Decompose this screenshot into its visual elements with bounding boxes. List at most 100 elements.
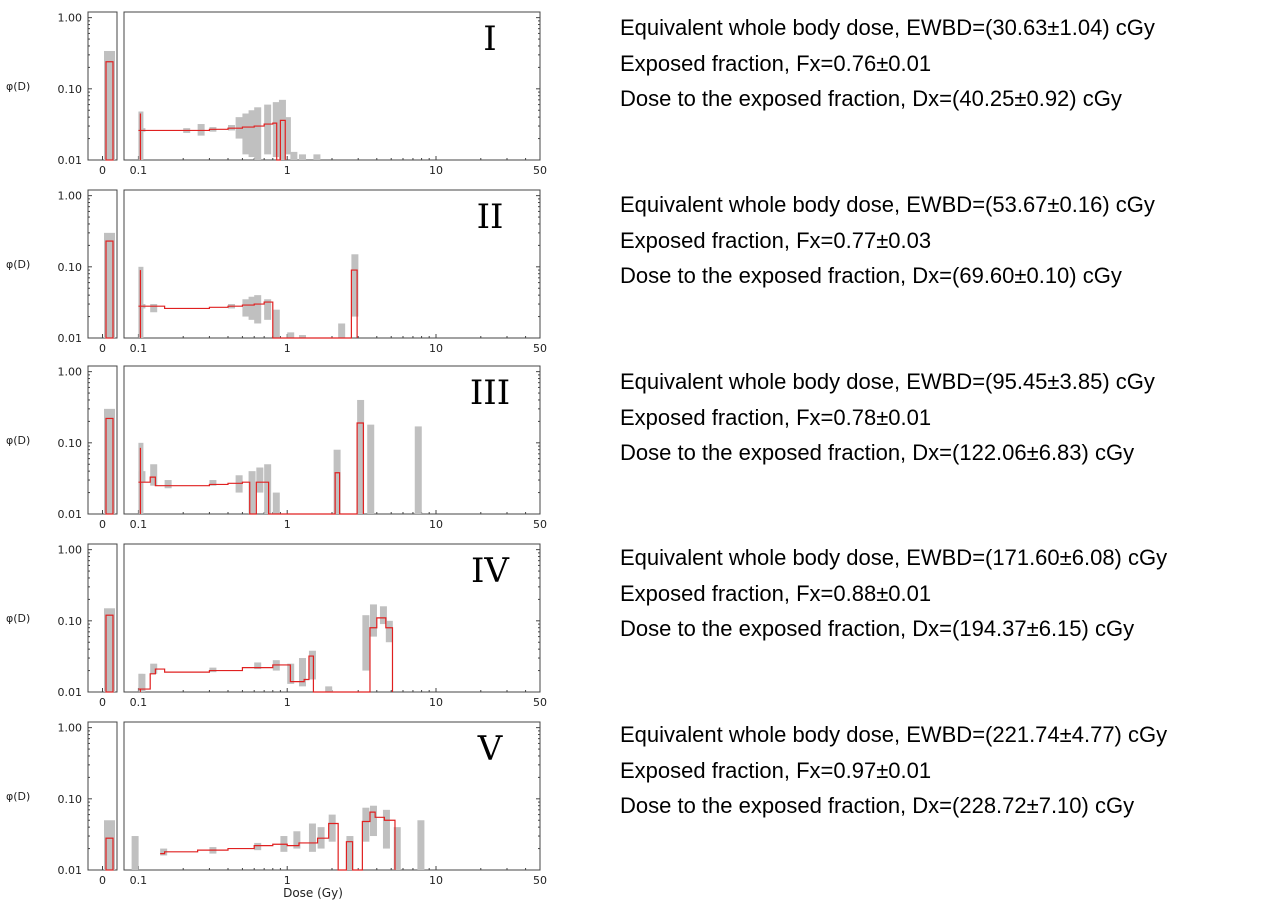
- x-axis-label: Dose (Gy): [283, 886, 343, 900]
- dose-distribution-line: [138, 617, 394, 693]
- dose-distribution-line: [138, 422, 364, 515]
- exposed-dose-text: Dose to the exposed fraction, Dx=(69.60±…: [620, 263, 1122, 288]
- exposed-fraction-text: Exposed fraction, Fx=0.88±0.01: [620, 580, 932, 606]
- uncertainty-band: [264, 104, 272, 155]
- dose-stats-2: Equivalent whole body dose, EWBD=(53.67±…: [620, 187, 1270, 294]
- panel-label: IV: [471, 551, 510, 591]
- y-axis-label: φ(D): [6, 80, 30, 93]
- y-tick-label: 1.00: [58, 544, 83, 557]
- uncertainty-band: [242, 113, 250, 155]
- chart-svg: 1.00 0.10 0.01 0 0.1 1 10 50 φ(D) II: [6, 189, 547, 355]
- uncertainty-band: [150, 464, 158, 486]
- x-tick-label: 1: [284, 342, 291, 355]
- zero-bin-bar: [105, 614, 114, 693]
- zero-bin-band: [104, 608, 115, 692]
- y-tick-label: 0.01: [58, 508, 83, 521]
- x-tick-label: 1: [284, 696, 291, 709]
- y-tick-label: 1.00: [58, 190, 83, 203]
- uncertainty-band: [290, 151, 298, 160]
- uncertainty-band: [298, 335, 306, 338]
- uncertainty-band: [235, 475, 243, 493]
- uncertainty-band: [308, 650, 316, 680]
- x-tick-label: 0.1: [130, 518, 148, 531]
- exposed-dose-text: Dose to the exposed fraction, Dx=(194.37…: [620, 616, 1135, 641]
- uncertainty-band: [298, 154, 306, 160]
- panel-label: III: [470, 373, 510, 413]
- uncertainty-band: [346, 836, 354, 870]
- x-tick-label: 1: [284, 874, 291, 887]
- zero-bin-bar: [105, 61, 114, 161]
- exposed-fraction-text: Exposed fraction, Fx=0.76±0.01: [620, 50, 932, 76]
- uncertainty-band: [379, 606, 387, 625]
- uncertainty-band: [357, 399, 365, 514]
- uncertainty-band: [256, 467, 264, 493]
- x-tick-label: 0: [99, 342, 106, 355]
- uncertainty-band: [150, 663, 158, 674]
- ewbd-text: Equivalent whole body dose, EWBD=(95.45±…: [620, 369, 1155, 394]
- uncertainty-band: [248, 296, 256, 320]
- uncertainty-band: [272, 309, 280, 338]
- zero-bin-band: [104, 50, 115, 160]
- uncertainty-band: [287, 332, 295, 338]
- chart-panel-2: 1.00 0.10 0.01 0 0.1 1 10 50 φ(D) II: [0, 186, 560, 366]
- dose-stats-3: Equivalent whole body dose, EWBD=(95.45±…: [620, 364, 1270, 471]
- x-tick-label: 10: [429, 874, 443, 887]
- y-tick-label: 0.01: [58, 686, 83, 699]
- dose-stats-4: Equivalent whole body dose, EWBD=(171.60…: [620, 540, 1270, 647]
- zero-bin-band: [104, 408, 115, 514]
- y-axis-label: φ(D): [6, 434, 30, 447]
- x-tick-label: 1: [284, 164, 291, 177]
- y-tick-label: 0.10: [58, 83, 83, 96]
- uncertainty-band: [278, 99, 286, 160]
- y-tick-label: 0.01: [58, 864, 83, 877]
- exposed-dose-text: Dose to the exposed fraction, Dx=(228.72…: [620, 793, 1135, 818]
- y-tick-label: 0.10: [58, 793, 83, 806]
- uncertainty-band: [283, 117, 291, 155]
- exposed-fraction-text: Exposed fraction, Fx=0.97±0.01: [620, 757, 932, 783]
- uncertainty-band: [382, 809, 390, 849]
- x-tick-label: 10: [429, 342, 443, 355]
- uncertainty-band: [209, 480, 217, 486]
- y-axis-label: φ(D): [6, 790, 30, 803]
- ewbd-text: Equivalent whole body dose, EWBD=(221.74…: [620, 722, 1168, 747]
- y-axis-label: φ(D): [6, 612, 30, 625]
- y-tick-label: 0.10: [58, 437, 83, 450]
- x-tick-label: 50: [533, 696, 547, 709]
- x-tick-label: 50: [533, 164, 547, 177]
- uncertainty-band: [393, 827, 401, 870]
- spike-band: [138, 673, 144, 692]
- x-tick-label: 10: [429, 164, 443, 177]
- uncertainty-band: [164, 480, 172, 489]
- y-tick-label: 1.00: [58, 366, 83, 379]
- uncertainty-band: [362, 807, 370, 842]
- zero-bin-bar: [105, 417, 114, 515]
- x-tick-label: 10: [429, 696, 443, 709]
- uncertainty-band: [369, 805, 377, 837]
- y-tick-label: 1.00: [58, 722, 83, 735]
- ewbd-text: Equivalent whole body dose, EWBD=(53.67±…: [620, 192, 1155, 217]
- uncertainty-band: [254, 842, 262, 851]
- chart-svg: 1.00 0.10 0.01 0 0.1 1 10 50 φ(D) V Dose (Gy): [6, 721, 547, 900]
- uncertainty-band: [197, 124, 205, 136]
- uncertainty-band: [369, 604, 377, 637]
- uncertainty-band: [325, 686, 333, 692]
- x-tick-label: 0: [99, 164, 106, 177]
- chart-panel-4: 1.00 0.10 0.01 0 0.1 1 10 50 φ(D) IV: [0, 540, 560, 720]
- x-tick-label: 50: [533, 342, 547, 355]
- y-tick-label: 0.01: [58, 154, 83, 167]
- chart-panel-5: 1.00 0.10 0.01 0 0.1 1 10 50 φ(D) V Dose (Gy): [0, 718, 560, 900]
- uncertainty-band: [298, 658, 306, 687]
- x-tick-label: 0.1: [130, 164, 148, 177]
- uncertainty-band: [414, 426, 422, 514]
- uncertainty-band: [254, 662, 262, 670]
- exposed-fraction-text: Exposed fraction, Fx=0.77±0.03: [620, 227, 932, 253]
- uncertainty-band: [209, 667, 217, 673]
- dose-distribution-line: [160, 811, 396, 871]
- plot-frame: [123, 11, 541, 161]
- x-tick-label: 0.1: [130, 342, 148, 355]
- uncertainty-band: [248, 110, 256, 158]
- panel-label: II: [477, 197, 504, 237]
- uncertainty-band: [367, 424, 375, 514]
- y-tick-label: 0.01: [58, 332, 83, 345]
- y-tick-label: 0.10: [58, 615, 83, 628]
